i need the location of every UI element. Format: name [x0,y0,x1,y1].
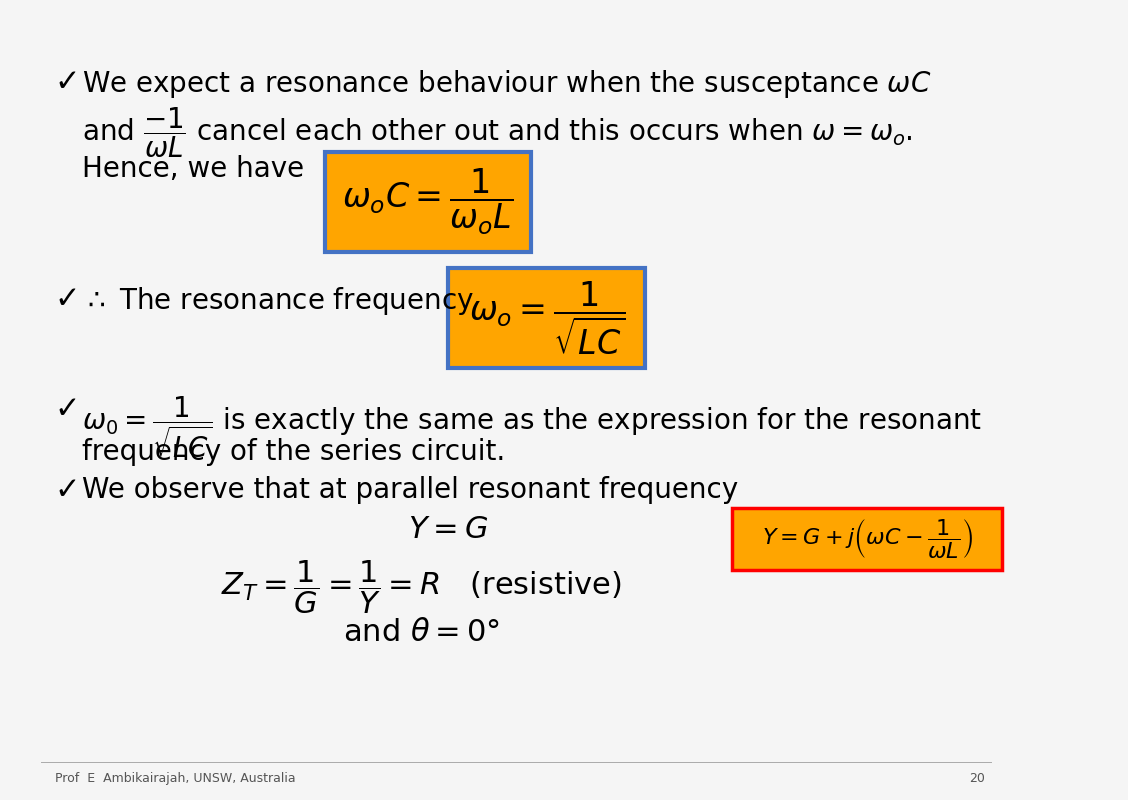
Text: ✓: ✓ [55,285,80,314]
Text: and $\theta = 0°$: and $\theta = 0°$ [343,618,500,647]
Text: ✓: ✓ [55,476,80,505]
FancyBboxPatch shape [325,152,531,252]
Text: and $\dfrac{-1}{\omega L}$ cancel each other out and this occurs when $\omega = : and $\dfrac{-1}{\omega L}$ cancel each o… [82,105,914,160]
Text: $\therefore$ The resonance frequency: $\therefore$ The resonance frequency [82,285,475,317]
FancyBboxPatch shape [732,508,1002,570]
Text: $\omega_0 = \dfrac{1}{\sqrt{LC}}$ is exactly the same as the expression for the : $\omega_0 = \dfrac{1}{\sqrt{LC}}$ is exa… [82,395,982,461]
Text: frequency of the series circuit.: frequency of the series circuit. [82,438,505,466]
Text: 20: 20 [969,772,985,785]
Text: $\omega_o C = \dfrac{1}{\omega_o L}$: $\omega_o C = \dfrac{1}{\omega_o L}$ [342,167,513,237]
Text: $\omega_o = \dfrac{1}{\sqrt{LC}}$: $\omega_o = \dfrac{1}{\sqrt{LC}}$ [468,279,625,357]
Text: Hence, we have: Hence, we have [82,155,305,183]
Text: ✓: ✓ [55,68,80,97]
Text: We observe that at parallel resonant frequency: We observe that at parallel resonant fre… [82,476,739,504]
Text: ✓: ✓ [55,395,80,424]
Text: Prof  E  Ambikairajah, UNSW, Australia: Prof E Ambikairajah, UNSW, Australia [55,772,296,785]
Text: $Z_T = \dfrac{1}{G} = \dfrac{1}{Y} = R$   (resistive): $Z_T = \dfrac{1}{G} = \dfrac{1}{Y} = R$ … [221,558,622,615]
Text: $Y = G$: $Y = G$ [408,515,488,544]
Text: $Y = G + j\left(\omega C - \dfrac{1}{\omega L}\right)$: $Y = G + j\left(\omega C - \dfrac{1}{\om… [761,518,972,561]
Text: We expect a resonance behaviour when the susceptance $\omega C$: We expect a resonance behaviour when the… [82,68,932,100]
FancyBboxPatch shape [449,268,645,368]
